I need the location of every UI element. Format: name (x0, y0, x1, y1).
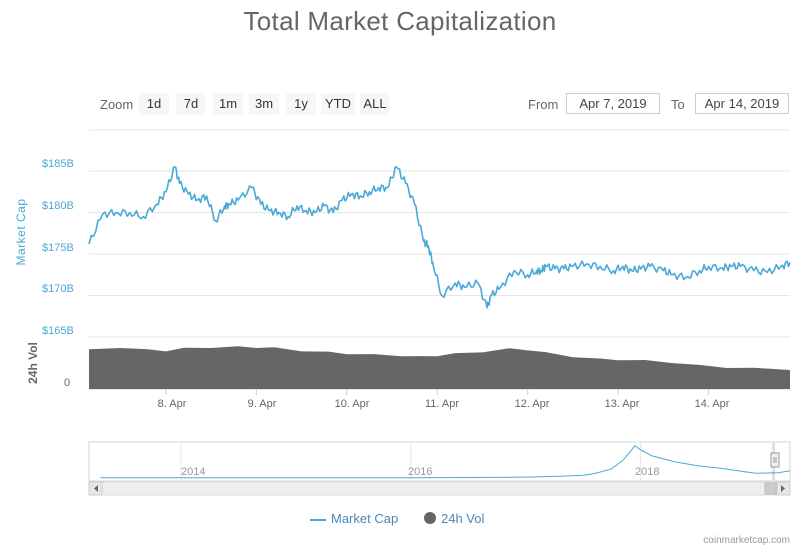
navigator-year-label: 2018 (635, 466, 660, 478)
x-tick-label: 12. Apr (514, 398, 550, 410)
y-tick-label: $185B (42, 158, 74, 170)
zoom-all-button[interactable]: ALL (360, 93, 390, 115)
zoom-7d-button[interactable]: 7d (176, 93, 206, 115)
scrollbar-thumb[interactable] (764, 482, 777, 495)
credit-link[interactable]: coinmarketcap.com (703, 535, 790, 546)
y-tick-label: $175B (42, 242, 74, 254)
x-tick-label: 14. Apr (694, 398, 730, 410)
legend-label-market-cap: Market Cap (331, 511, 399, 526)
x-tick-label: 13. Apr (604, 398, 640, 410)
legend-label-volume: 24h Vol (441, 511, 485, 526)
y-tick-label: $165B (42, 325, 74, 337)
zoom-1y-button[interactable]: 1y (286, 93, 316, 115)
zoom-1m-button[interactable]: 1m (213, 93, 243, 115)
zoom-1d-button[interactable]: 1d (139, 93, 169, 115)
from-label: From (528, 97, 559, 112)
y-tick-label: $170B (42, 283, 74, 295)
volume-circle-swatch-icon (424, 512, 436, 524)
to-date-input[interactable] (695, 93, 789, 114)
to-label: To (671, 97, 685, 112)
scrollbar-track[interactable] (88, 481, 791, 496)
from-date-input[interactable] (566, 93, 660, 114)
navigator-handle[interactable] (770, 452, 780, 468)
navigator-line (100, 445, 791, 479)
navigator[interactable] (88, 441, 791, 496)
x-tick-label: 10. Apr (334, 398, 370, 410)
volume-axis-title: 24h Vol (26, 342, 40, 384)
x-tick-label: 11. Apr (424, 398, 460, 410)
market-cap-series (88, 166, 791, 309)
volume-zero-label: 0 (64, 377, 71, 389)
navigator-year-label: 2016 (408, 466, 433, 478)
market-cap-line (88, 166, 791, 309)
x-tick-label: 8. Apr (157, 398, 187, 410)
navigator-year-label: 2014 (181, 466, 206, 478)
zoom-ytd-button[interactable]: YTD (321, 93, 355, 115)
x-tick-label: 9. Apr (247, 398, 277, 410)
legend-item-volume[interactable]: 24h Vol (424, 511, 484, 526)
volume-area (89, 346, 790, 389)
zoom-3m-button[interactable]: 3m (249, 93, 279, 115)
chart-title: Total Market Capitalization (243, 6, 557, 36)
y-axis-title: Market Cap (14, 198, 28, 266)
scroll-left-arrow-icon (94, 485, 98, 492)
y-tick-label: $180B (42, 200, 74, 212)
zoom-label: Zoom (100, 97, 134, 112)
volume-series (89, 346, 790, 389)
legend-item-market-cap[interactable]: Market Cap (310, 511, 398, 526)
scroll-right-arrow-icon (781, 485, 785, 492)
market-cap-line-swatch-icon (310, 518, 326, 521)
